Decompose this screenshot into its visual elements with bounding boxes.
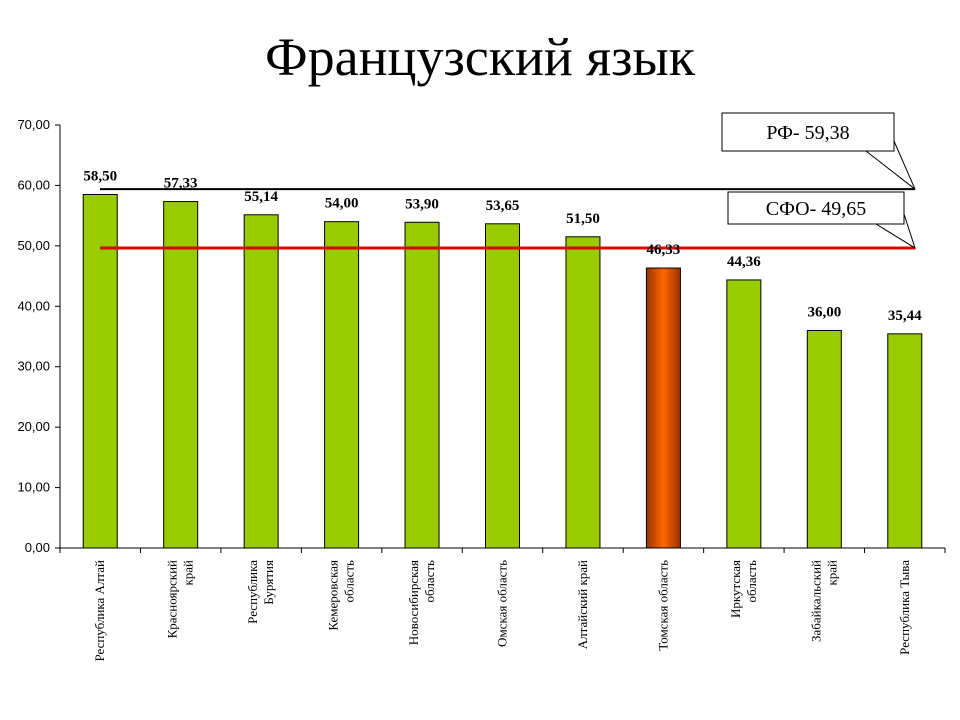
callout-label: СФО- 49,65 [766, 198, 867, 220]
data-label: 53,65 [486, 198, 520, 214]
bar [565, 236, 601, 549]
bar [163, 201, 199, 549]
category-label-line: Иркутская [728, 560, 743, 618]
category-label-line: Забайкальский [808, 560, 823, 642]
category-label-line: Бурятия [261, 560, 276, 605]
data-label: 53,90 [405, 196, 439, 212]
callout-label: РФ- 59,38 [766, 122, 849, 144]
bar-group [82, 193, 923, 549]
y-tick-label: 50,00 [17, 238, 50, 253]
category-label-line: Омская область [495, 560, 510, 647]
category-labels: Республика Алтай Красноярский край Республи… [92, 560, 912, 662]
category-label-line: область [744, 560, 759, 602]
data-label: 35,44 [888, 308, 922, 324]
category-label-line: область [342, 560, 357, 602]
y-tick-label: 20,00 [17, 419, 50, 434]
category-label-line: Алтайский край [575, 560, 590, 649]
category-label-line: Кемеровская [326, 560, 341, 631]
data-label: 51,50 [566, 211, 600, 227]
callout-pointer [865, 140, 916, 190]
bar [887, 333, 923, 549]
y-tick-label: 40,00 [17, 298, 50, 313]
category-label: Кемеровская область [326, 560, 357, 631]
y-tick-label: 0,00 [25, 540, 50, 555]
bar [806, 329, 842, 549]
data-label: 57,33 [164, 176, 198, 192]
category-label-line: Республика Тыва [897, 560, 912, 655]
callout-box [727, 191, 905, 225]
category-label-line: край [181, 560, 196, 586]
data-label: 36,00 [807, 304, 841, 320]
data-label: 44,36 [727, 254, 761, 270]
chart-axes: 0,00 10,00 20,00 30,00 40,00 50,00 60,00 70,00 [17, 117, 946, 555]
category-label-line: Томская область [655, 560, 670, 651]
data-label: 55,14 [244, 189, 278, 205]
callout-box [721, 112, 895, 152]
category-label: Иркутская область [728, 560, 759, 618]
data-label: 54,00 [325, 196, 359, 212]
bar [726, 279, 762, 549]
category-label: Республика Тыва [897, 560, 912, 655]
bar [324, 221, 360, 549]
category-label: Республика Алтай [92, 560, 107, 662]
y-tick-label: 60,00 [17, 177, 50, 192]
data-label: 46,33 [647, 242, 681, 258]
data-labels: 58,50 57,33 55,14 54,00 53,90 53,65 51,50 46,33… [83, 168, 922, 323]
bar [404, 221, 440, 549]
y-tick-label: 70,00 [17, 117, 50, 132]
category-label-line: Красноярский [165, 560, 180, 638]
category-label-line: Республика [245, 560, 260, 624]
bar [82, 193, 118, 549]
page-title: Французский язык [265, 27, 695, 87]
y-tick-label: 30,00 [17, 359, 50, 374]
category-label: Томская область [655, 560, 670, 651]
category-label: Алтайский край [575, 560, 590, 649]
bar-highlight [645, 267, 681, 549]
bar [485, 223, 520, 549]
category-label: Новосибирская область [406, 560, 437, 645]
category-label-line: область [422, 560, 437, 602]
category-label: Красноярский край [165, 560, 196, 638]
category-label-line: Новосибирская [406, 560, 421, 645]
category-label: Омская область [495, 560, 510, 647]
category-label: Республика Бурятия [245, 560, 276, 624]
category-label-line: Республика Алтай [92, 560, 107, 662]
category-label: Забайкальский край [808, 560, 839, 642]
category-label-line: край [824, 560, 839, 586]
bar [243, 214, 279, 549]
data-label: 58,50 [83, 168, 117, 184]
reference-lines: РФ- 59,38 СФО- 49,65 [100, 112, 916, 250]
y-tick-label: 10,00 [17, 480, 50, 495]
